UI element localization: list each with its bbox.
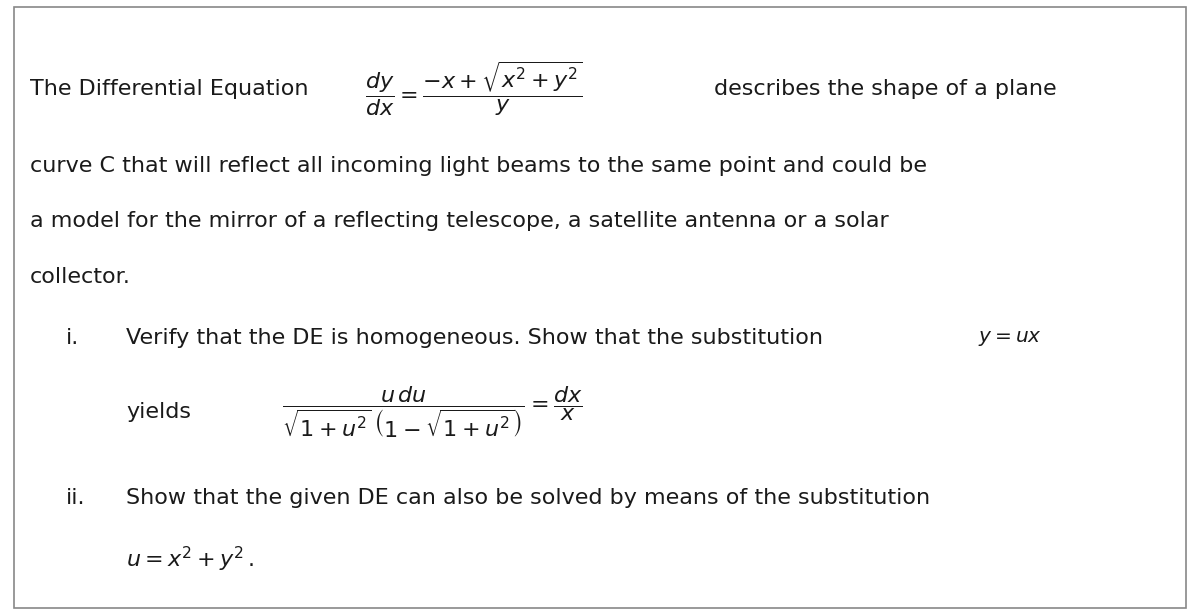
Text: $u = x^2 + y^2\,.$: $u = x^2 + y^2\,.$ — [126, 545, 254, 574]
FancyBboxPatch shape — [14, 7, 1186, 608]
Text: $\dfrac{dy}{dx} = \dfrac{-x + \sqrt{x^2 + y^2}}{y}$: $\dfrac{dy}{dx} = \dfrac{-x + \sqrt{x^2 … — [365, 60, 583, 118]
Text: a model for the mirror of a reflecting telescope, a satellite antenna or a solar: a model for the mirror of a reflecting t… — [30, 212, 889, 231]
Text: i.: i. — [66, 328, 79, 348]
Text: collector.: collector. — [30, 267, 131, 287]
Text: ii.: ii. — [66, 488, 85, 508]
Text: $y = ux$: $y = ux$ — [978, 329, 1042, 347]
Text: Verify that the DE is homogeneous. Show that the substitution: Verify that the DE is homogeneous. Show … — [126, 328, 823, 348]
Text: $\dfrac{u\,du}{\sqrt{1+u^2}\,\left(1-\sqrt{1+u^2}\right)} = \dfrac{dx}{x}$: $\dfrac{u\,du}{\sqrt{1+u^2}\,\left(1-\sq… — [282, 384, 582, 440]
Text: The Differential Equation: The Differential Equation — [30, 79, 308, 99]
Text: curve C that will reflect all incoming light beams to the same point and could b: curve C that will reflect all incoming l… — [30, 156, 928, 176]
Text: describes the shape of a plane: describes the shape of a plane — [714, 79, 1057, 99]
Text: yields: yields — [126, 402, 191, 422]
Text: Show that the given DE can also be solved by means of the substitution: Show that the given DE can also be solve… — [126, 488, 930, 508]
